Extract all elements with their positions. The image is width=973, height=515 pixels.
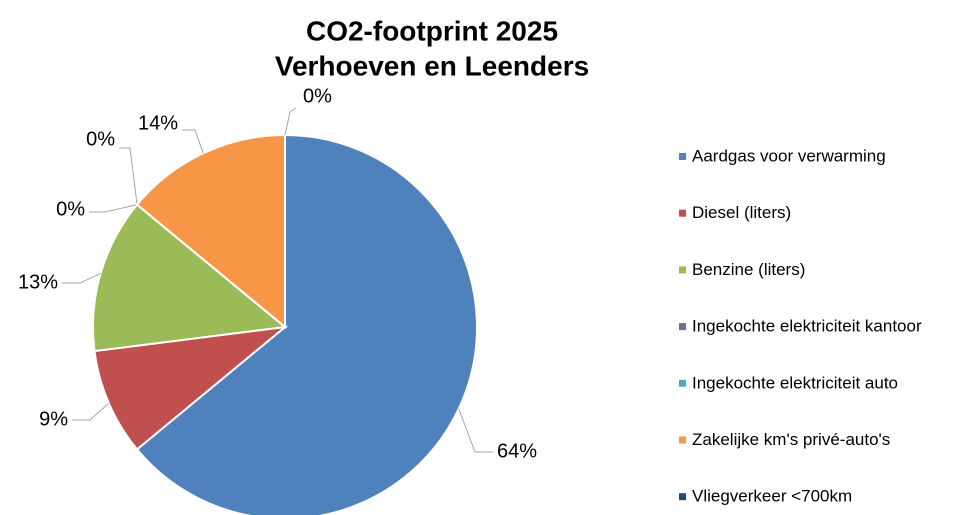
legend-swatch (679, 436, 686, 444)
legend-label: Ingekochte elektriciteit auto (692, 373, 898, 392)
legend-swatch (679, 266, 686, 274)
data-label: 0% (86, 128, 115, 150)
data-label: 14% (138, 112, 178, 134)
legend-swatch (679, 209, 686, 217)
leader-line (89, 204, 138, 213)
legend-label: Vliegverkeer <700km (692, 487, 852, 506)
data-label: 13% (18, 271, 58, 293)
legend-swatch (679, 153, 686, 160)
legend-label: Ingekochte elektriciteit kantoor (692, 317, 922, 336)
legend-swatch (679, 379, 686, 387)
chart-title: CO2-footprint 2025 (306, 15, 558, 46)
data-label: 0% (56, 198, 85, 220)
leader-line (182, 129, 204, 154)
leader-line (458, 408, 493, 453)
legend-swatch (679, 323, 686, 331)
leader-line (119, 147, 138, 205)
legend-swatch (679, 493, 686, 501)
legend-label: Zakelijke km's privé-auto's (692, 430, 890, 449)
legend-label: Benzine (liters) (692, 260, 805, 279)
leader-line (62, 272, 101, 284)
pie-slice (135, 133, 478, 515)
leader-line (284, 107, 297, 136)
pie-slice (135, 133, 286, 330)
data-label: 0% (303, 85, 332, 107)
data-label: 9% (39, 408, 68, 430)
leader-line (72, 402, 110, 421)
legend-label: Aardgas voor verwarming (692, 146, 886, 165)
legend-label: Diesel (liters) (692, 203, 791, 222)
pie-slice (93, 325, 289, 451)
chart-subtitle: Verhoeven en Leenders (275, 50, 589, 81)
data-label: 64% (497, 440, 537, 462)
